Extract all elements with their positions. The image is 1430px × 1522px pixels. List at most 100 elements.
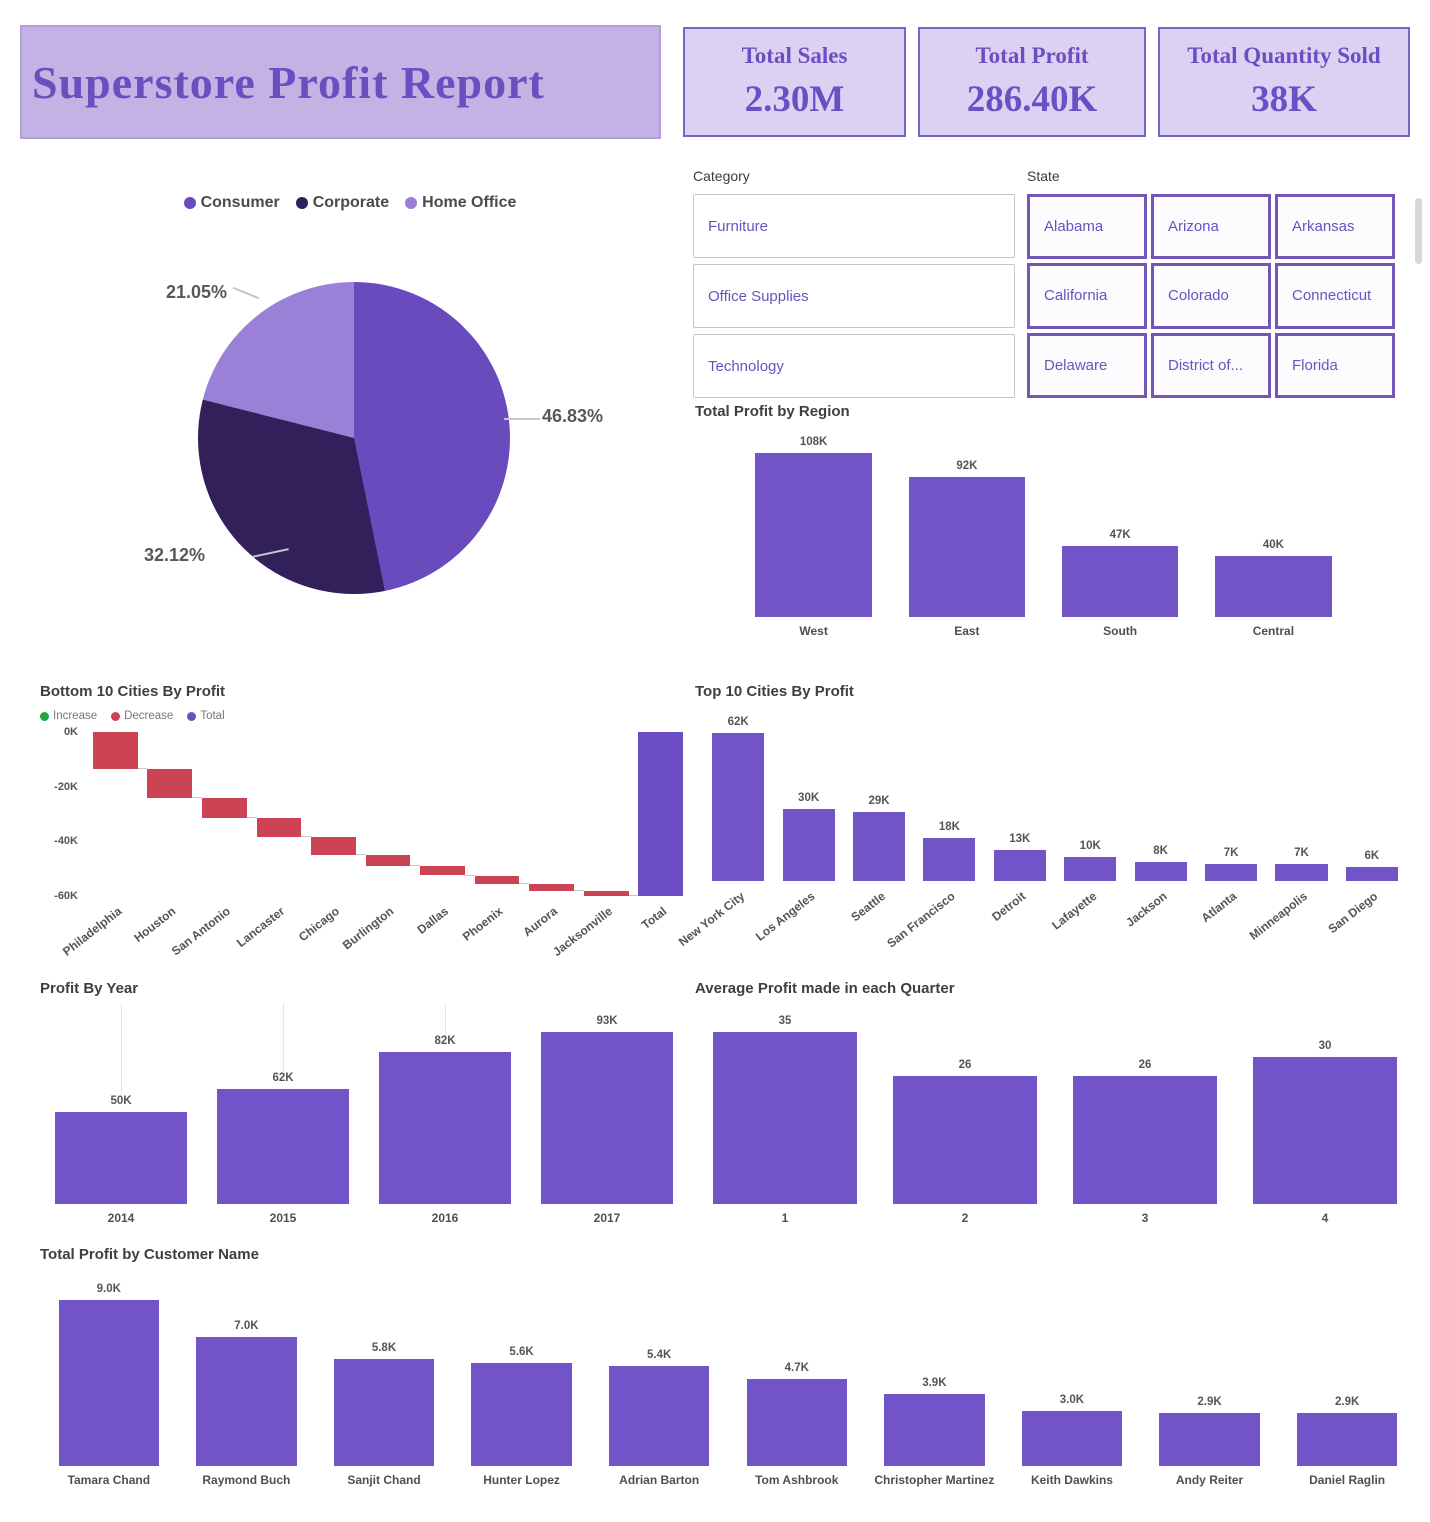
bar[interactable] bbox=[746, 1379, 847, 1466]
state-option[interactable]: Colorado bbox=[1151, 263, 1271, 329]
bar[interactable] bbox=[471, 1363, 572, 1466]
state-grid: Alabama Arizona Arkansas California Colo… bbox=[1027, 194, 1395, 398]
bar[interactable] bbox=[884, 1394, 985, 1466]
waterfall-bar-decrease[interactable] bbox=[529, 883, 574, 891]
bar[interactable] bbox=[1021, 1411, 1123, 1466]
bar[interactable] bbox=[1345, 867, 1398, 881]
state-option[interactable]: Florida bbox=[1275, 332, 1395, 398]
waterfall-bar-decrease[interactable] bbox=[147, 768, 193, 798]
state-option[interactable]: District of... bbox=[1151, 332, 1271, 398]
value-label: 108K bbox=[799, 436, 828, 448]
bar[interactable] bbox=[782, 809, 835, 881]
category-label: 4 bbox=[1321, 1211, 1329, 1225]
pie-label-corporate: 32.12% bbox=[144, 545, 206, 565]
legend-item-home-office[interactable]: Home Office bbox=[405, 194, 516, 212]
waterfall-bar-decrease[interactable] bbox=[474, 875, 520, 884]
title-banner: Superstore Profit Report bbox=[20, 25, 661, 139]
value-label: 50K bbox=[110, 1095, 132, 1107]
value-label: 3.9K bbox=[922, 1377, 947, 1389]
bottom10-waterfall-chart: Bottom 10 Cities By Profit Increase Decr… bbox=[40, 683, 688, 983]
kpi-value: 38K bbox=[1251, 79, 1317, 120]
bar[interactable] bbox=[58, 1300, 160, 1466]
bar[interactable] bbox=[1275, 864, 1328, 881]
waterfall-bar-decrease[interactable] bbox=[365, 855, 411, 866]
connector-line bbox=[355, 854, 366, 855]
legend-item-increase[interactable]: Increase bbox=[40, 708, 97, 724]
value-label: 47K bbox=[1109, 529, 1131, 541]
bar[interactable] bbox=[755, 453, 872, 617]
bar[interactable] bbox=[216, 1089, 350, 1204]
category-label: New York City bbox=[675, 889, 747, 950]
guide-line bbox=[246, 1272, 247, 1320]
pie-legend: Consumer Corporate Home Office bbox=[40, 188, 660, 212]
value-label: 30 bbox=[1318, 1040, 1332, 1052]
legend-item-consumer[interactable]: Consumer bbox=[183, 194, 280, 212]
pie-plot[interactable] bbox=[198, 282, 510, 594]
category-option-office-supplies[interactable]: Office Supplies bbox=[693, 264, 1015, 328]
state-option[interactable]: Delaware bbox=[1027, 332, 1147, 398]
state-option[interactable]: Alabama bbox=[1027, 194, 1147, 260]
bar[interactable] bbox=[1253, 1057, 1397, 1204]
bar[interactable] bbox=[852, 812, 906, 881]
chart-title: Average Profit made in each Quarter bbox=[695, 980, 955, 997]
waterfall-bar-decrease[interactable] bbox=[202, 797, 247, 819]
waterfall-bar-decrease[interactable] bbox=[92, 732, 138, 769]
state-slicer-scrollbar[interactable] bbox=[1415, 198, 1422, 264]
bar[interactable] bbox=[1215, 556, 1332, 617]
bar[interactable] bbox=[993, 850, 1046, 881]
waterfall-bar-decrease[interactable] bbox=[420, 865, 465, 876]
bar-column: 2.9K bbox=[1278, 1272, 1416, 1466]
bar[interactable] bbox=[333, 1359, 435, 1466]
bar[interactable] bbox=[1134, 862, 1187, 881]
state-option[interactable]: Arizona bbox=[1151, 194, 1271, 260]
legend-item-decrease[interactable]: Decrease bbox=[111, 708, 173, 724]
bar[interactable] bbox=[1205, 864, 1258, 881]
value-label: 2.9K bbox=[1334, 1396, 1360, 1408]
category-option-furniture[interactable]: Furniture bbox=[693, 194, 1015, 258]
guide-line bbox=[607, 1004, 608, 1015]
category-option-technology[interactable]: Technology bbox=[693, 334, 1015, 398]
kpi-value: 286.40K bbox=[966, 79, 1098, 120]
guide-line bbox=[879, 705, 880, 795]
bar[interactable] bbox=[893, 1076, 1037, 1204]
bar[interactable] bbox=[908, 477, 1026, 617]
category-axis: 2014 2015 2016 2017 bbox=[40, 1204, 688, 1225]
guide-line bbox=[1090, 705, 1091, 840]
category-label: 1 bbox=[781, 1211, 789, 1225]
slicer-header: State bbox=[1027, 168, 1060, 184]
state-option[interactable]: Connecticut bbox=[1275, 263, 1395, 329]
bar[interactable] bbox=[54, 1112, 188, 1204]
legend-dot-icon bbox=[111, 711, 121, 721]
value-label: 10K bbox=[1079, 840, 1101, 852]
bar[interactable] bbox=[1159, 1413, 1260, 1466]
waterfall-body: 0K -20K -40K -60K bbox=[40, 726, 688, 902]
bar[interactable] bbox=[923, 838, 976, 881]
state-option[interactable]: Arkansas bbox=[1275, 194, 1395, 260]
category-label: Atlanta bbox=[1198, 889, 1240, 926]
waterfall-bar-decrease[interactable] bbox=[311, 837, 356, 855]
legend-item-corporate[interactable]: Corporate bbox=[295, 194, 389, 212]
guide-line bbox=[282, 1004, 284, 1072]
category-label: Tom Ashbrook bbox=[755, 1473, 839, 1487]
bar[interactable] bbox=[1073, 1076, 1217, 1204]
guide-line bbox=[1371, 705, 1372, 850]
bar[interactable] bbox=[713, 1032, 857, 1204]
bar[interactable] bbox=[196, 1337, 297, 1466]
bar[interactable] bbox=[1061, 546, 1179, 617]
waterfall-bar-decrease[interactable] bbox=[256, 818, 302, 838]
legend-item-total[interactable]: Total bbox=[187, 708, 225, 724]
bar[interactable] bbox=[1296, 1413, 1398, 1466]
waterfall-bar-decrease[interactable] bbox=[583, 890, 629, 896]
bar[interactable] bbox=[378, 1052, 512, 1204]
waterfall-bar-total[interactable] bbox=[638, 732, 684, 896]
state-option[interactable]: California bbox=[1027, 263, 1147, 329]
bar[interactable] bbox=[540, 1032, 674, 1204]
bar-column: 2.9K bbox=[1141, 1272, 1279, 1466]
category-label: 2015 bbox=[269, 1211, 297, 1225]
state-slicer: State Alabama Arizona Arkansas Californi… bbox=[1027, 168, 1423, 398]
bar[interactable] bbox=[608, 1366, 710, 1466]
category-label: West bbox=[799, 624, 828, 638]
value-label: 26 bbox=[1138, 1059, 1152, 1071]
bar[interactable] bbox=[1064, 857, 1117, 881]
bar[interactable] bbox=[712, 733, 765, 881]
